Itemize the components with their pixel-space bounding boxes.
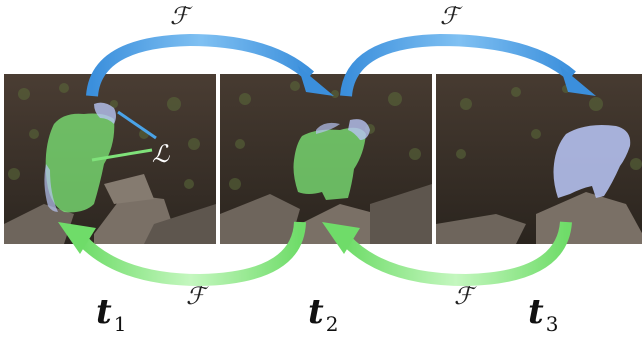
time-symbol: t	[528, 292, 544, 332]
video-frame-t1	[4, 74, 216, 244]
loss-connector-blue	[117, 110, 157, 140]
forward-arrow-t2-t3	[340, 33, 596, 97]
loss-label: ℒ	[152, 140, 170, 168]
time-symbol: t	[308, 292, 324, 332]
time-symbol: t	[96, 292, 112, 332]
time-subscript: 2	[325, 312, 339, 336]
time-subscript: 1	[113, 312, 127, 336]
forward-arrow-label: ℱ	[440, 2, 459, 30]
loss-connector-green	[91, 148, 153, 162]
forward-arrow-t1-t2	[86, 33, 334, 97]
backward-arrow-label: ℱ	[186, 282, 205, 310]
arrowhead-icon	[58, 222, 96, 254]
backward-arrow-label: ℱ	[454, 282, 473, 310]
backward-arrow-t3-t2	[322, 221, 572, 287]
arrowhead-icon	[322, 222, 360, 254]
arrowhead-icon	[298, 66, 334, 96]
time-subscript: 3	[545, 312, 559, 336]
backward-arrow-t2-t1	[58, 221, 306, 287]
forward-arrow-label: ℱ	[170, 2, 189, 30]
arrowhead-icon	[560, 66, 596, 96]
video-frame-t2	[220, 74, 432, 244]
